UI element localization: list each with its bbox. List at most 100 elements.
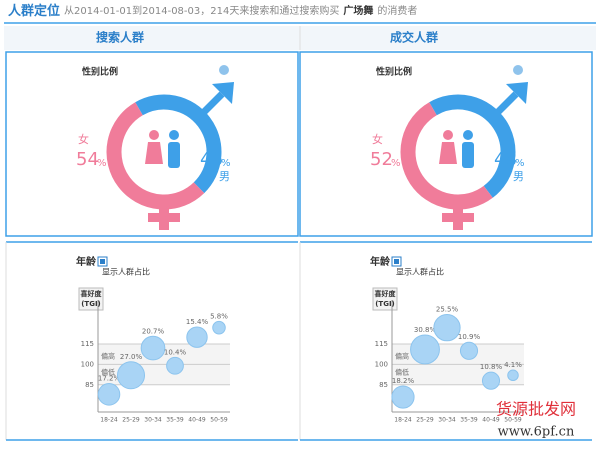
x-tick-label: 35-39 [166,417,184,424]
female-arc [400,102,493,210]
bubble [186,326,208,348]
header-title: 人群定位 [8,3,60,19]
y-axis-label: 喜好度 [375,289,397,298]
female-icon-head [443,130,453,140]
female-cross-h [442,213,474,222]
gender-title: 性别比例 [376,66,412,78]
header-description: 从2014-01-01到2014-08-03，214天来搜索和通过搜索购买 [64,4,339,17]
panel-title: 搜索人群 [96,30,144,45]
bubble-label: 10.8% [480,363,503,371]
annotation: 偏低 [395,367,409,376]
male-icon-body [168,142,180,168]
x-tick-label: 25-29 [416,417,434,424]
bubble [433,314,461,342]
help-icon [513,65,523,75]
bubble [391,385,415,409]
watermark-name: 货源批发网 [496,400,576,419]
male-arc [135,94,222,194]
bubble-label: 10.4% [164,348,187,356]
female-icon-head [149,130,159,140]
bubble-label: 30.8% [414,326,437,334]
x-tick-label: 50-59 [504,417,522,424]
male-value: 48 [494,149,517,170]
male-label: 男 [219,170,230,183]
annotation: 偏高 [395,351,409,360]
female-arc [106,102,205,210]
male-arrow-head [506,82,528,104]
bubble [481,371,501,390]
header-suffix: 的消费者 [377,4,417,17]
bubble-label: 25.5% [436,306,459,314]
x-tick-label: 18-24 [100,417,118,424]
y-tick-label: 85 [379,381,388,389]
toggle-dot [100,259,105,264]
female-unit: % [97,158,107,169]
male-arc [429,94,516,198]
male-value: 46 [200,149,223,170]
toggle-label: 显示人群占比 [102,267,150,277]
male-unit: % [221,158,231,169]
x-tick-label: 25-29 [122,417,140,424]
x-tick-label: 40-49 [188,417,206,424]
header: 人群定位 从2014-01-01到2014-08-03，214天来搜索和通过搜索购… [8,3,417,19]
panel-title: 成交人群 [390,30,438,45]
bubble [459,341,479,360]
annotation: 偏高 [101,351,115,360]
female-value: 54 [76,149,99,170]
male-arrow-shaft [495,91,519,115]
female-icon-body [439,142,457,164]
bubble-label: 5.8% [210,312,228,320]
y-tick-label: 100 [375,360,388,368]
male-arrow-head [212,82,234,104]
y-tick-label: 100 [81,360,94,368]
y-tick-label: 115 [375,340,388,348]
x-tick-label: 50-59 [210,417,228,424]
bubble [212,320,226,335]
male-unit: % [515,158,525,169]
header-keyword: 广场舞 [343,4,373,17]
annotation: 偏低 [101,367,115,376]
x-tick-label: 30-34 [144,417,162,424]
bubble [116,361,146,390]
female-unit: % [391,158,401,169]
y-label-box [372,287,398,311]
gender-box [299,51,593,237]
bubble [507,369,519,382]
bubble-label: 17.2% [98,375,121,383]
watermark-url: www.6pf.cn [498,425,575,440]
female-icon-body [145,142,163,164]
female-label: 女 [372,132,383,146]
y-label-box [78,287,104,311]
x-tick-label: 30-34 [438,417,456,424]
age-title: 年龄 [76,255,97,268]
help-icon [219,65,229,75]
x-tick-label: 40-49 [482,417,500,424]
female-label: 女 [78,132,89,146]
male-icon-head [463,130,473,140]
bubble-label: 15.4% [186,318,209,326]
y-axis-label: 喜好度 [81,289,103,298]
age-title: 年龄 [370,255,391,268]
bubble [97,383,121,406]
gender-box [5,51,299,237]
watermark: 货源批发网 www.6pf.cn [496,400,576,440]
female-cross-h [148,213,180,222]
toggle-label: 显示人群占比 [396,267,444,277]
y-axis-label: (TGI) [81,300,101,308]
bubble [140,335,166,361]
y-axis-label: (TGI) [375,300,395,308]
bubble-label: 27.0% [120,353,143,361]
gender-title: 性别比例 [82,66,118,78]
x-tick-label: 35-39 [460,417,478,424]
male-label: 男 [513,170,524,183]
bubble-label: 18.2% [392,377,415,385]
bubble-label: 10.9% [458,333,481,341]
x-tick-label: 18-24 [394,417,412,424]
bubble [410,334,440,365]
bubble [166,356,184,375]
male-icon-head [169,130,179,140]
bubble-label: 20.7% [142,327,165,335]
toggle-dot [394,259,399,264]
y-tick-label: 115 [81,340,94,348]
